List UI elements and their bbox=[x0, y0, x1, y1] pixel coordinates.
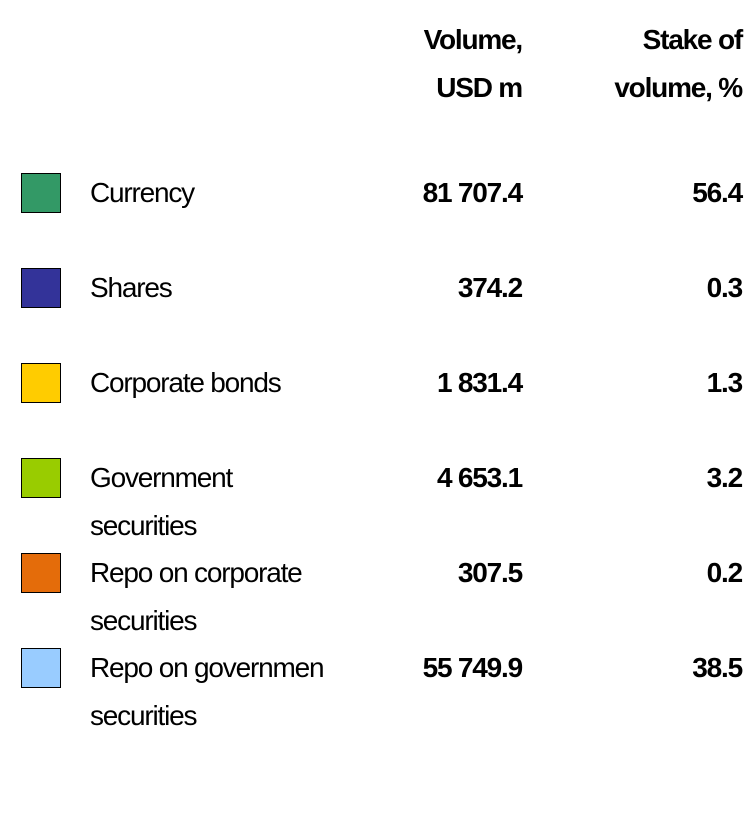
color-swatch bbox=[21, 173, 61, 213]
color-swatch bbox=[21, 363, 61, 403]
row-label: securities bbox=[90, 510, 197, 541]
stake-cell: 56.4 bbox=[692, 177, 743, 208]
color-swatch bbox=[21, 648, 61, 688]
color-swatch bbox=[21, 458, 61, 498]
column-header: Volume, bbox=[423, 24, 524, 55]
volume-cell: 307.5 bbox=[457, 557, 523, 588]
row-label: Repo on corporate bbox=[90, 557, 303, 588]
stake-cell: 1.3 bbox=[706, 367, 744, 398]
row-label: Government bbox=[90, 462, 233, 493]
volume-cell: 55 749.9 bbox=[422, 652, 524, 683]
column-header: Stake of bbox=[642, 24, 744, 55]
volume-cell: 4 653.1 bbox=[436, 462, 523, 493]
volume-cell: 81 707.4 bbox=[422, 177, 524, 208]
volume-cell: 374.2 bbox=[457, 272, 523, 303]
row-label: securities bbox=[90, 700, 197, 731]
row-label: Corporate bonds bbox=[90, 367, 282, 398]
column-header: volume, % bbox=[614, 72, 743, 103]
row-label: Repo on governmen bbox=[90, 652, 325, 683]
color-swatch bbox=[21, 553, 61, 593]
stake-cell: 38.5 bbox=[692, 652, 743, 683]
stake-cell: 0.3 bbox=[706, 272, 744, 303]
row-label: Currency bbox=[90, 177, 195, 208]
stake-cell: 3.2 bbox=[706, 462, 744, 493]
color-swatch bbox=[21, 268, 61, 308]
column-header: USD m bbox=[436, 72, 523, 103]
stake-cell: 0.2 bbox=[706, 557, 744, 588]
row-label: securities bbox=[90, 605, 197, 636]
row-label: Shares bbox=[90, 272, 173, 303]
volume-cell: 1 831.4 bbox=[436, 367, 523, 398]
